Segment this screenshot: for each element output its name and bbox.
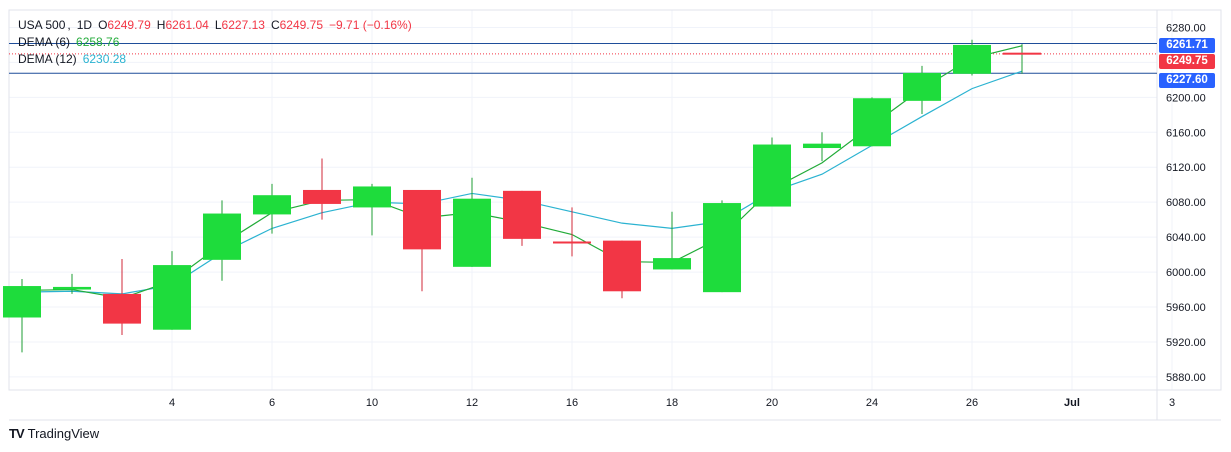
- y-tick-label: 6280.00: [1166, 22, 1206, 34]
- x-tick-label: 20: [766, 397, 778, 409]
- x-tick-label: 12: [466, 397, 478, 409]
- candles: [3, 39, 1041, 353]
- candle-body: [453, 198, 491, 267]
- open-label: O: [98, 18, 108, 32]
- candle-body: [353, 186, 391, 208]
- chart-axes: [8, 9, 1222, 421]
- x-tick-label: 16: [566, 397, 578, 409]
- x-tick-label: 4: [169, 397, 175, 409]
- tradingview-branding[interactable]: TV TradingView: [9, 426, 99, 441]
- dema6-label: DEMA (6): [18, 35, 71, 49]
- candle-body: [553, 241, 591, 244]
- candle-body: [103, 293, 141, 324]
- x-tick-label: 3: [1169, 397, 1175, 409]
- candle-body: [503, 190, 541, 239]
- y-axis-labels: 5880.00 5920.00 5960.00 6000.00 6040.00 6080.…: [1166, 22, 1206, 383]
- high-value: 6261.04: [165, 18, 209, 32]
- x-tick-label: 26: [966, 397, 978, 409]
- x-tick-label: 10: [366, 397, 378, 409]
- brand-label: TradingView: [27, 426, 100, 441]
- candle-body: [3, 286, 41, 318]
- close-price-badge: 6249.75: [1159, 54, 1215, 69]
- y-tick-label: 6040.00: [1166, 232, 1206, 244]
- low-price-badge: 6227.60: [1159, 73, 1215, 88]
- chart-legend: USA 500, 1D O6249.79 H6261.04 L6227.13 C…: [18, 17, 412, 68]
- ohlc-row: USA 500, 1D O6249.79 H6261.04 L6227.13 C…: [18, 18, 412, 32]
- dema12-label: DEMA (12): [18, 52, 77, 66]
- y-tick-label: 5920.00: [1166, 337, 1206, 349]
- y-tick-label: 6200.00: [1166, 92, 1206, 104]
- candle-body: [603, 240, 641, 292]
- x-tick-label: 24: [866, 397, 878, 409]
- candle-body: [703, 203, 741, 293]
- symbol-label[interactable]: USA 500: [18, 18, 66, 32]
- high-label: H: [156, 18, 166, 32]
- y-tick-label: 6080.00: [1166, 197, 1206, 209]
- close-value: 6249.75: [279, 18, 323, 32]
- candle-body: [253, 195, 291, 215]
- candle-body: [803, 143, 841, 149]
- y-tick-label: 5880.00: [1166, 372, 1206, 384]
- candle-body: [303, 189, 341, 204]
- candle-body: [53, 286, 91, 290]
- y-tick-label: 6120.00: [1166, 162, 1206, 174]
- change-value: −9.71 (−0.16%): [329, 18, 412, 32]
- dema6-row[interactable]: DEMA (6) 6258.76: [18, 34, 412, 51]
- y-tick-label: 6000.00: [1166, 267, 1206, 279]
- low-label: L: [214, 18, 222, 32]
- dema12-row[interactable]: DEMA (12) 6230.28: [18, 51, 412, 68]
- candle-body: [203, 213, 241, 260]
- tradingview-logo-icon: TV: [9, 426, 25, 441]
- candle-body: [153, 265, 191, 330]
- candle-body: [953, 44, 991, 74]
- x-tick-label: 18: [666, 397, 678, 409]
- open-value: 6249.79: [107, 18, 151, 32]
- high-price-badge: 6261.71: [1159, 38, 1215, 53]
- dema6-value: 6258.76: [76, 35, 120, 49]
- candle-body: [853, 98, 891, 147]
- low-value: 6227.13: [221, 18, 265, 32]
- candle-body: [903, 72, 941, 101]
- candle-body: [403, 189, 441, 250]
- x-tick-label: 6: [269, 397, 275, 409]
- interval-label[interactable]: 1D: [76, 18, 93, 32]
- y-tick-label: 6160.00: [1166, 127, 1206, 139]
- candle-body: [1003, 52, 1041, 55]
- candle-body: [753, 144, 791, 207]
- x-tick-label: Jul: [1064, 397, 1080, 409]
- close-label: C: [270, 18, 280, 32]
- candle-body: [653, 258, 691, 270]
- dema12-value: 6230.28: [82, 52, 127, 66]
- y-tick-label: 5960.00: [1166, 302, 1206, 314]
- x-axis-labels: 4 6 10 12 16 18 20 24 26 Jul 3: [169, 397, 1175, 409]
